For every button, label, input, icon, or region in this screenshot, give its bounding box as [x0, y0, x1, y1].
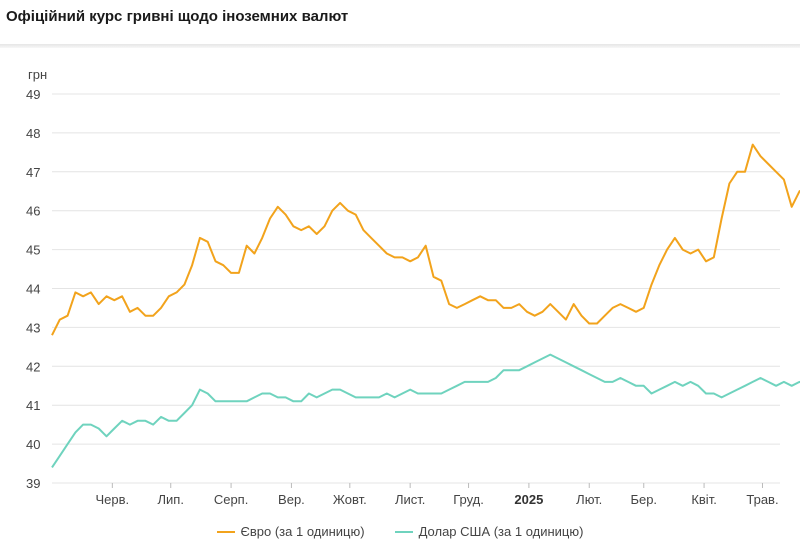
x-tick-label: Жовт.: [333, 492, 367, 507]
series-line-usd[interactable]: [51, 353, 800, 468]
y-tick-label: 48: [26, 126, 40, 141]
y-axis-ticks: 39 40 41 42 43 44 45 46 47 48 49: [26, 87, 40, 491]
y-tick-label: 44: [26, 282, 40, 297]
y-tick-label: 40: [26, 437, 40, 452]
x-tick-label: Черв.: [96, 492, 130, 507]
y-tick-label: 43: [26, 320, 40, 335]
legend-swatch-usd: [394, 530, 413, 533]
legend-swatch-euro: [216, 530, 235, 533]
x-tick-label: Вер.: [278, 492, 305, 507]
x-tick-label: Лют.: [576, 492, 602, 507]
x-tick-label: 2025: [514, 492, 543, 507]
legend-label-usd: Долар США (за 1 одиницю): [418, 524, 584, 539]
y-tick-label: 41: [26, 398, 40, 413]
x-tick-label: Бер.: [630, 492, 657, 507]
x-tick-label: Груд.: [453, 492, 484, 507]
legend-item-euro[interactable]: Євро (за 1 одиницю): [216, 524, 365, 539]
legend: Євро (за 1 одиницю) Долар США (за 1 один…: [0, 524, 800, 539]
x-tick-label: Квіт.: [691, 492, 717, 507]
y-tick-label: 45: [26, 243, 40, 258]
series-line-euro[interactable]: [51, 143, 800, 336]
y-axis-label: грн: [28, 67, 47, 82]
y-tick-label: 42: [26, 359, 40, 374]
x-tick-label: Лист.: [395, 492, 425, 507]
title-divider: [0, 44, 800, 48]
x-tick-label: Лип.: [158, 492, 184, 507]
chart-title: Офіційний курс гривні щодо іноземних вал…: [6, 8, 349, 25]
x-tick-label: Серп.: [214, 492, 249, 507]
y-tick-label: 47: [26, 165, 40, 180]
y-tick-label: 49: [26, 87, 40, 102]
legend-label-euro: Євро (за 1 одиницю): [240, 524, 365, 539]
legend-item-usd[interactable]: Долар США (за 1 одиницю): [394, 524, 584, 539]
x-tick-label: Трав.: [746, 492, 778, 507]
line-chart: грн 39 40 41 42 43 44 45 46 47 48 49 Черв. Лип. Серп…: [26, 67, 800, 507]
y-tick-label: 39: [26, 476, 40, 491]
series-lines: [51, 143, 800, 468]
x-axis-ticks: Черв. Лип. Серп. Вер. Жовт. Лист. Груд. 2025 Лют…: [96, 483, 779, 507]
y-tick-label: 46: [26, 204, 40, 219]
grid-lines: [52, 93, 780, 484]
